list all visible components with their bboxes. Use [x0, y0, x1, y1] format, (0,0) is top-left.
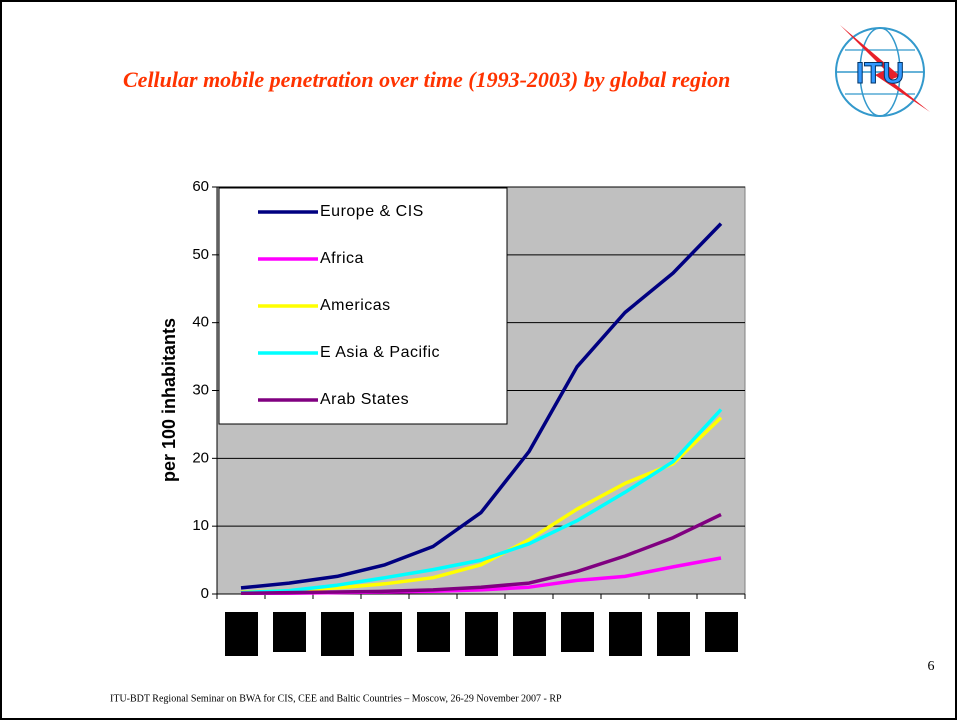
series-line: [240, 408, 723, 595]
slide-title: Cellular mobile penetration over time (1…: [123, 67, 730, 92]
y-tick-label: 20: [192, 449, 209, 466]
page-number: 6: [928, 659, 935, 674]
itu-logo: ITU: [835, 25, 930, 117]
redacted-label: [273, 612, 306, 652]
legend-label: Arab States: [320, 391, 409, 408]
y-tick-label: 50: [192, 246, 209, 263]
redacted-label: [369, 612, 402, 656]
redacted-label: [657, 612, 690, 656]
redacted-label: [321, 612, 354, 656]
redacted-label: [609, 612, 642, 656]
redacted-label: [513, 612, 546, 656]
y-tick-label: 60: [192, 178, 209, 195]
legend-label: Americas: [320, 297, 391, 314]
redacted-label: [705, 612, 738, 652]
series-line: [240, 513, 722, 596]
y-tick-label: 40: [192, 314, 209, 331]
y-tick-label: 30: [192, 381, 209, 398]
y-tick-label: 10: [192, 517, 209, 534]
y-axis-label: per 100 inhabitants: [159, 318, 179, 482]
legend-label: Africa: [320, 250, 364, 267]
footer: ITU-BDT Regional Seminar on BWA for CIS,…: [110, 693, 562, 704]
legend-label: E Asia & Pacific: [320, 344, 440, 361]
redacted-label: [225, 612, 258, 656]
redacted-label: [417, 612, 450, 652]
logo-text: ITU: [856, 57, 904, 90]
redacted-label: [561, 612, 594, 652]
series-line: [240, 416, 723, 594]
legend-label: Europe & CIS: [320, 203, 424, 220]
redacted-label: [465, 612, 498, 656]
series-line: [240, 222, 723, 590]
y-tick-label: 0: [201, 585, 209, 602]
